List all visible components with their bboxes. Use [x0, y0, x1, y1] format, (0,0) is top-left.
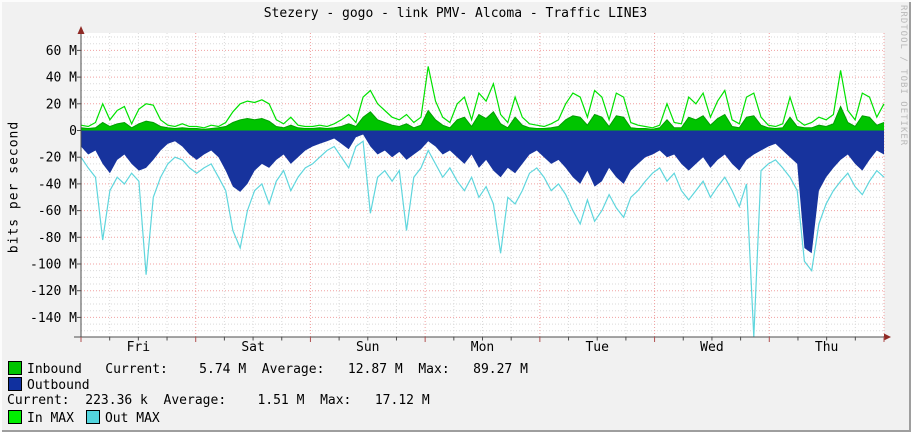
y-tick-label: -40 M	[38, 177, 77, 192]
in-max-swatch	[8, 410, 22, 424]
x-day-label: Fri	[127, 340, 150, 355]
y-tick-label: -120 M	[30, 284, 77, 299]
legend-row-inbound: Inbound Current: 5.74 M Average: 12.87 M…	[8, 361, 528, 377]
series-inbound-edge	[80, 105, 885, 130]
legend-row-max: In MAX Out MAX	[8, 410, 160, 426]
x-day-label: Sat	[241, 340, 264, 355]
x-day-label: Mon	[471, 340, 494, 355]
y-tick-label: -100 M	[30, 258, 77, 273]
outbound-swatch	[8, 377, 22, 391]
legend-row-outbound-stats: Current: 223.36 k Average: 1.51 M Max: 1…	[7, 394, 430, 408]
y-axis-arrow-icon	[77, 26, 85, 34]
legend-row-outbound: Outbound	[8, 377, 90, 393]
y-tick-label: 60 M	[46, 44, 77, 59]
in-max-label: In MAX	[27, 411, 74, 426]
y-tick-label: 0	[69, 124, 77, 139]
y-tick-label: 20 M	[46, 97, 77, 112]
x-day-label: Wed	[700, 340, 723, 355]
outbound-label: Outbound	[27, 378, 90, 393]
y-tick-label: 40 M	[46, 71, 77, 86]
series-in-max-line	[80, 66, 885, 129]
graph-title: Stezery - gogo - link PMV- Alcoma - Traf…	[263, 6, 648, 21]
y-tick-label: -20 M	[38, 151, 77, 166]
rrdtool-watermark: RRDTOOL / TOBI OETIKER	[898, 5, 908, 147]
plot-area: 60 M 40 M 20 M 0 -20 M -40 M -60 M -80 M -100 M -…	[30, 26, 891, 355]
inbound-stats-text: Inbound Current: 5.74 M Average: 12.87 M…	[27, 362, 528, 377]
series-out-max-line	[80, 140, 885, 338]
x-day-label: Sun	[356, 340, 379, 355]
y-tick-label: -140 M	[30, 311, 77, 326]
x-day-label: Thu	[815, 340, 838, 355]
series-inbound-area	[81, 106, 884, 131]
outbound-stats-text: Current: 223.36 k Average: 1.51 M Max: 1…	[7, 393, 430, 408]
x-axis-arrow-icon	[884, 333, 891, 341]
inbound-swatch	[8, 361, 22, 375]
y-tick-label: -80 M	[38, 231, 77, 246]
y-tick-label: -60 M	[38, 204, 77, 219]
series-outbound-area	[81, 130, 884, 254]
x-day-label: Tue	[585, 340, 609, 355]
out-max-label: Out MAX	[104, 411, 160, 426]
out-max-swatch	[85, 410, 100, 424]
